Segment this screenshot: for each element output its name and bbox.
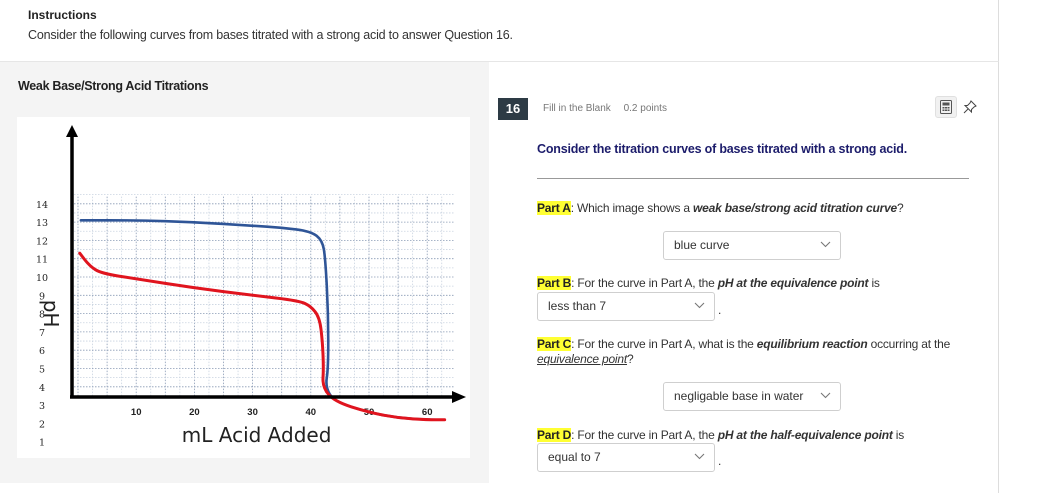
part-c-label: Part C bbox=[537, 337, 572, 351]
x-tick-label: 60 bbox=[422, 407, 433, 418]
part-d-suffix: . bbox=[718, 454, 722, 468]
part-a-text-after: ? bbox=[897, 201, 904, 215]
part-a-select[interactable]: blue curve bbox=[663, 231, 841, 260]
part-b-label: Part B bbox=[537, 276, 572, 290]
part-c-underlined: equivalence point bbox=[537, 352, 628, 366]
calculator-icon bbox=[940, 100, 952, 114]
y-tick-label: 12 bbox=[36, 236, 48, 247]
part-c-text-after: occurring at the bbox=[867, 337, 951, 351]
part-b-selected-value: less than 7 bbox=[548, 299, 607, 313]
part-b-select[interactable]: less than 7 bbox=[537, 292, 715, 321]
chevron-down-icon bbox=[820, 392, 831, 399]
part-b-text-before: : For the curve in Part A, the bbox=[571, 276, 718, 290]
y-tick-label: 9 bbox=[39, 291, 45, 302]
part-a-emphasis: weak base/strong acid titration curve bbox=[693, 201, 898, 215]
y-tick-label: 6 bbox=[39, 346, 45, 357]
y-tick-label: 7 bbox=[39, 328, 45, 339]
y-axis-label: pH bbox=[39, 300, 63, 328]
y-tick-label: 5 bbox=[39, 365, 45, 376]
y-tick-label: 11 bbox=[36, 255, 48, 266]
y-tick-label: 4 bbox=[39, 383, 45, 394]
part-a-selected-value: blue curve bbox=[674, 238, 730, 252]
part-d-text-after: is bbox=[892, 428, 905, 442]
question-meta: Fill in the Blank 0.2 points bbox=[543, 103, 677, 114]
part-a-text-before: : Which image shows a bbox=[570, 201, 694, 215]
part-a-text: Part A: Which image shows a weak base/st… bbox=[537, 201, 904, 216]
part-d-emphasis: pH at the half-equivalence point bbox=[717, 428, 893, 442]
titration-chart: 1 2 3 4 5 6 7 8 9 10 11 12 13 14 10 20 30 40 50 60 mL Acid A… bbox=[17, 117, 470, 458]
chevron-down-icon bbox=[694, 453, 705, 460]
part-a-label: Part A bbox=[537, 201, 571, 215]
x-axis-label: mL Acid Added bbox=[182, 423, 332, 447]
pin-icon bbox=[963, 100, 977, 114]
question-points: 0.2 points bbox=[623, 103, 667, 114]
x-tick-label: 20 bbox=[189, 407, 200, 418]
y-tick-label: 10 bbox=[36, 273, 48, 284]
question-number-badge: 16 bbox=[498, 98, 528, 120]
part-d-selected-value: equal to 7 bbox=[548, 450, 601, 464]
part-d-select[interactable]: equal to 7 bbox=[537, 443, 715, 472]
part-b-text-after: is bbox=[868, 276, 880, 290]
instructions-title: Instructions bbox=[28, 8, 97, 22]
y-tick-label: 8 bbox=[39, 310, 45, 321]
y-tick-label: 2 bbox=[39, 419, 45, 430]
x-tick-label: 10 bbox=[131, 407, 142, 418]
y-tick-label: 14 bbox=[36, 200, 48, 211]
x-axis-arrow-icon bbox=[452, 391, 466, 403]
part-c-text: Part C: For the curve in Part A, what is… bbox=[537, 337, 977, 367]
part-d-text-before: : For the curve in Part A, the bbox=[571, 428, 718, 442]
part-d-text: Part D: For the curve in Part A, the pH … bbox=[537, 428, 904, 443]
pin-button[interactable] bbox=[959, 96, 981, 118]
chevron-down-icon bbox=[694, 302, 705, 309]
instructions-text: Consider the following curves from bases… bbox=[28, 28, 513, 42]
x-tick-label: 30 bbox=[247, 407, 258, 418]
chevron-down-icon bbox=[820, 241, 831, 248]
y-tick-label: 1 bbox=[39, 438, 45, 449]
question-type: Fill in the Blank bbox=[543, 103, 611, 114]
y-tick-label: 3 bbox=[39, 401, 45, 412]
question-prompt: Consider the titration curves of bases t… bbox=[537, 142, 908, 156]
part-c-select[interactable]: negligable base in water bbox=[663, 382, 841, 411]
part-c-text-end: ? bbox=[627, 352, 634, 366]
x-tick-label: 40 bbox=[306, 407, 317, 418]
y-axis-arrow-icon bbox=[66, 125, 78, 137]
red-curve bbox=[78, 251, 447, 422]
part-b-emphasis: pH at the equivalence point bbox=[717, 276, 869, 290]
calculator-button[interactable] bbox=[935, 96, 957, 118]
part-d-label: Part D bbox=[537, 428, 572, 442]
part-c-text-before: : For the curve in Part A, what is the bbox=[571, 337, 757, 351]
blue-curve bbox=[79, 218, 446, 422]
y-tick-label: 13 bbox=[36, 218, 48, 229]
part-b-suffix: . bbox=[718, 303, 722, 317]
chart-heading: Weak Base/Strong Acid Titrations bbox=[18, 79, 209, 93]
instructions-section: Instructions Consider the following curv… bbox=[0, 0, 999, 62]
part-c-selected-value: negligable base in water bbox=[674, 389, 804, 403]
question-panel: 16 Fill in the Blank 0.2 points Consider… bbox=[489, 62, 999, 493]
part-c-emphasis: equilibrium reaction bbox=[756, 337, 868, 351]
prompt-divider bbox=[537, 178, 969, 179]
part-b-text: Part B: For the curve in Part A, the pH … bbox=[537, 276, 880, 291]
